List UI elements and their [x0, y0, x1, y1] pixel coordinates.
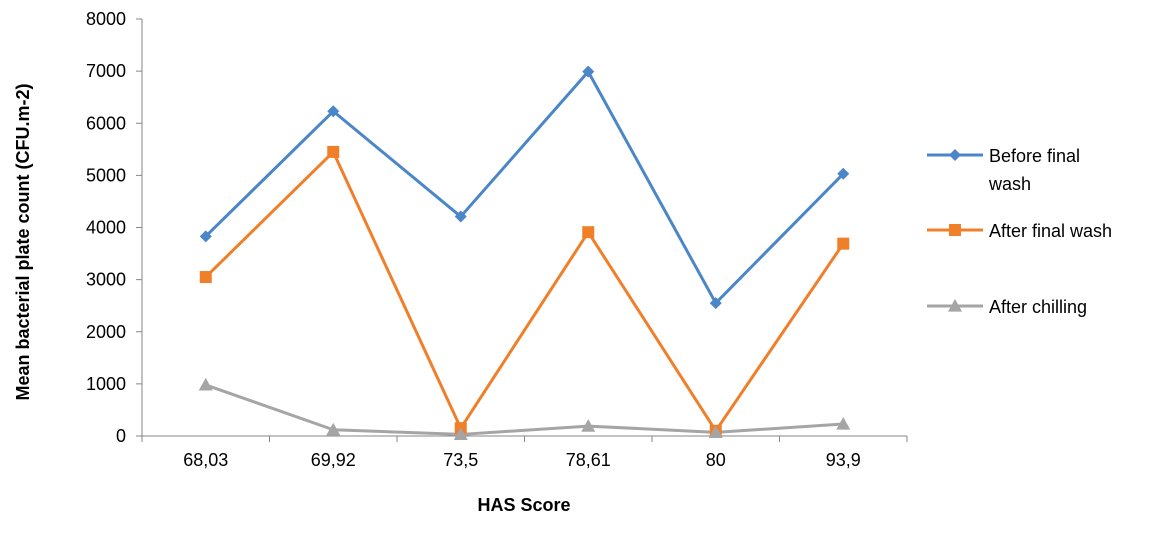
x-tick-label: 78,61 — [566, 450, 611, 470]
x-tick-label: 68,03 — [183, 450, 228, 470]
data-point — [198, 377, 213, 391]
legend-swatch-marker — [949, 224, 961, 236]
data-point — [837, 167, 850, 180]
y-tick-label: 0 — [116, 426, 126, 446]
y-tick-label: 7000 — [86, 61, 126, 81]
legend-label: After chilling — [989, 297, 1087, 317]
y-ticks: 0 1000 2000 3000 4000 5000 6000 7000 8000 — [86, 9, 142, 446]
legend-label: wash — [988, 174, 1031, 194]
series-lines — [204, 70, 845, 436]
data-point — [581, 419, 596, 432]
series-line — [204, 150, 845, 433]
x-tick-label: 73,5 — [443, 450, 478, 470]
data-point — [454, 210, 467, 223]
data-point — [708, 425, 723, 438]
legend: Before final wash After final wash After ch… — [927, 146, 1112, 317]
y-tick-label: 3000 — [86, 270, 126, 290]
y-axis-title: Mean bacterial plate count (CFU.m-2) — [13, 83, 33, 400]
y-tick-label: 6000 — [86, 113, 126, 133]
y-tick-label: 5000 — [86, 165, 126, 185]
data-point — [326, 422, 341, 436]
data-point — [327, 105, 340, 118]
series-markers — [198, 65, 851, 441]
y-tick-label: 4000 — [86, 218, 126, 238]
legend-label: Before final — [989, 146, 1080, 166]
legend-swatch-marker — [949, 149, 961, 161]
data-point — [836, 417, 851, 430]
series-line — [204, 70, 845, 305]
data-point — [837, 237, 850, 250]
data-point — [199, 230, 212, 243]
x-tick-label: 93,9 — [826, 450, 861, 470]
x-tick-label: 80 — [706, 450, 726, 470]
data-point — [709, 297, 722, 310]
series-line — [205, 383, 844, 436]
x-ticks: 68,03 69,92 73,5 78,61 80 93,9 — [141, 436, 908, 470]
y-tick-label: 1000 — [86, 374, 126, 394]
y-tick-label: 8000 — [86, 9, 126, 29]
data-point — [582, 226, 595, 239]
data-point — [453, 427, 468, 441]
y-tick-label: 2000 — [86, 322, 126, 342]
data-point — [582, 65, 595, 78]
data-point — [327, 145, 340, 158]
legend-swatch-marker — [948, 299, 962, 312]
data-point — [199, 271, 212, 284]
x-tick-label: 69,92 — [311, 450, 356, 470]
x-axis-title: HAS Score — [477, 495, 570, 515]
legend-label: After final wash — [989, 221, 1112, 241]
